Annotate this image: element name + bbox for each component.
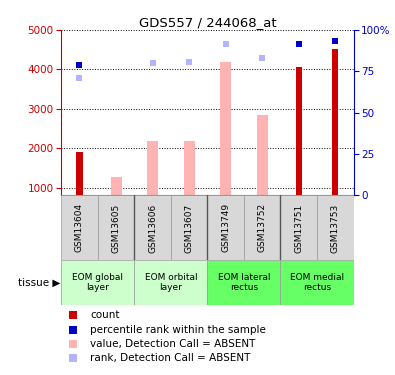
Bar	[77, 152, 83, 195]
Text: tissue ▶: tissue ▶	[18, 278, 60, 288]
Bar	[147, 141, 158, 195]
Bar	[61, 195, 98, 260]
Bar	[244, 195, 280, 260]
Text: rank, Detection Call = ABSENT: rank, Detection Call = ABSENT	[90, 353, 251, 363]
Text: EOM medial
rectus: EOM medial rectus	[290, 273, 344, 292]
Text: percentile rank within the sample: percentile rank within the sample	[90, 325, 266, 335]
Bar	[171, 195, 207, 260]
Text: value, Detection Call = ABSENT: value, Detection Call = ABSENT	[90, 339, 256, 349]
Text: GSM13607: GSM13607	[184, 203, 194, 252]
Bar	[257, 116, 268, 195]
Text: GSM13751: GSM13751	[294, 203, 303, 252]
Text: GSM13604: GSM13604	[75, 203, 84, 252]
Text: GSM13752: GSM13752	[258, 203, 267, 252]
Bar	[98, 195, 134, 260]
Bar	[61, 260, 134, 305]
Text: count: count	[90, 310, 120, 320]
Text: GSM13753: GSM13753	[331, 203, 340, 252]
Bar	[280, 195, 317, 260]
Bar	[220, 62, 231, 195]
Bar	[207, 260, 280, 305]
Bar	[207, 195, 244, 260]
Text: EOM lateral
rectus: EOM lateral rectus	[218, 273, 270, 292]
Text: GSM13606: GSM13606	[148, 203, 157, 252]
Bar	[296, 68, 302, 195]
Bar	[134, 195, 171, 260]
Bar	[280, 260, 354, 305]
Bar	[134, 260, 207, 305]
Text: EOM global
layer: EOM global layer	[72, 273, 123, 292]
Bar	[317, 195, 354, 260]
Text: EOM orbital
layer: EOM orbital layer	[145, 273, 197, 292]
Title: GDS557 / 244068_at: GDS557 / 244068_at	[139, 16, 276, 29]
Bar	[332, 49, 338, 195]
Text: GSM13605: GSM13605	[111, 203, 120, 252]
Bar	[111, 177, 122, 195]
Text: GSM13749: GSM13749	[221, 203, 230, 252]
Bar	[184, 141, 195, 195]
